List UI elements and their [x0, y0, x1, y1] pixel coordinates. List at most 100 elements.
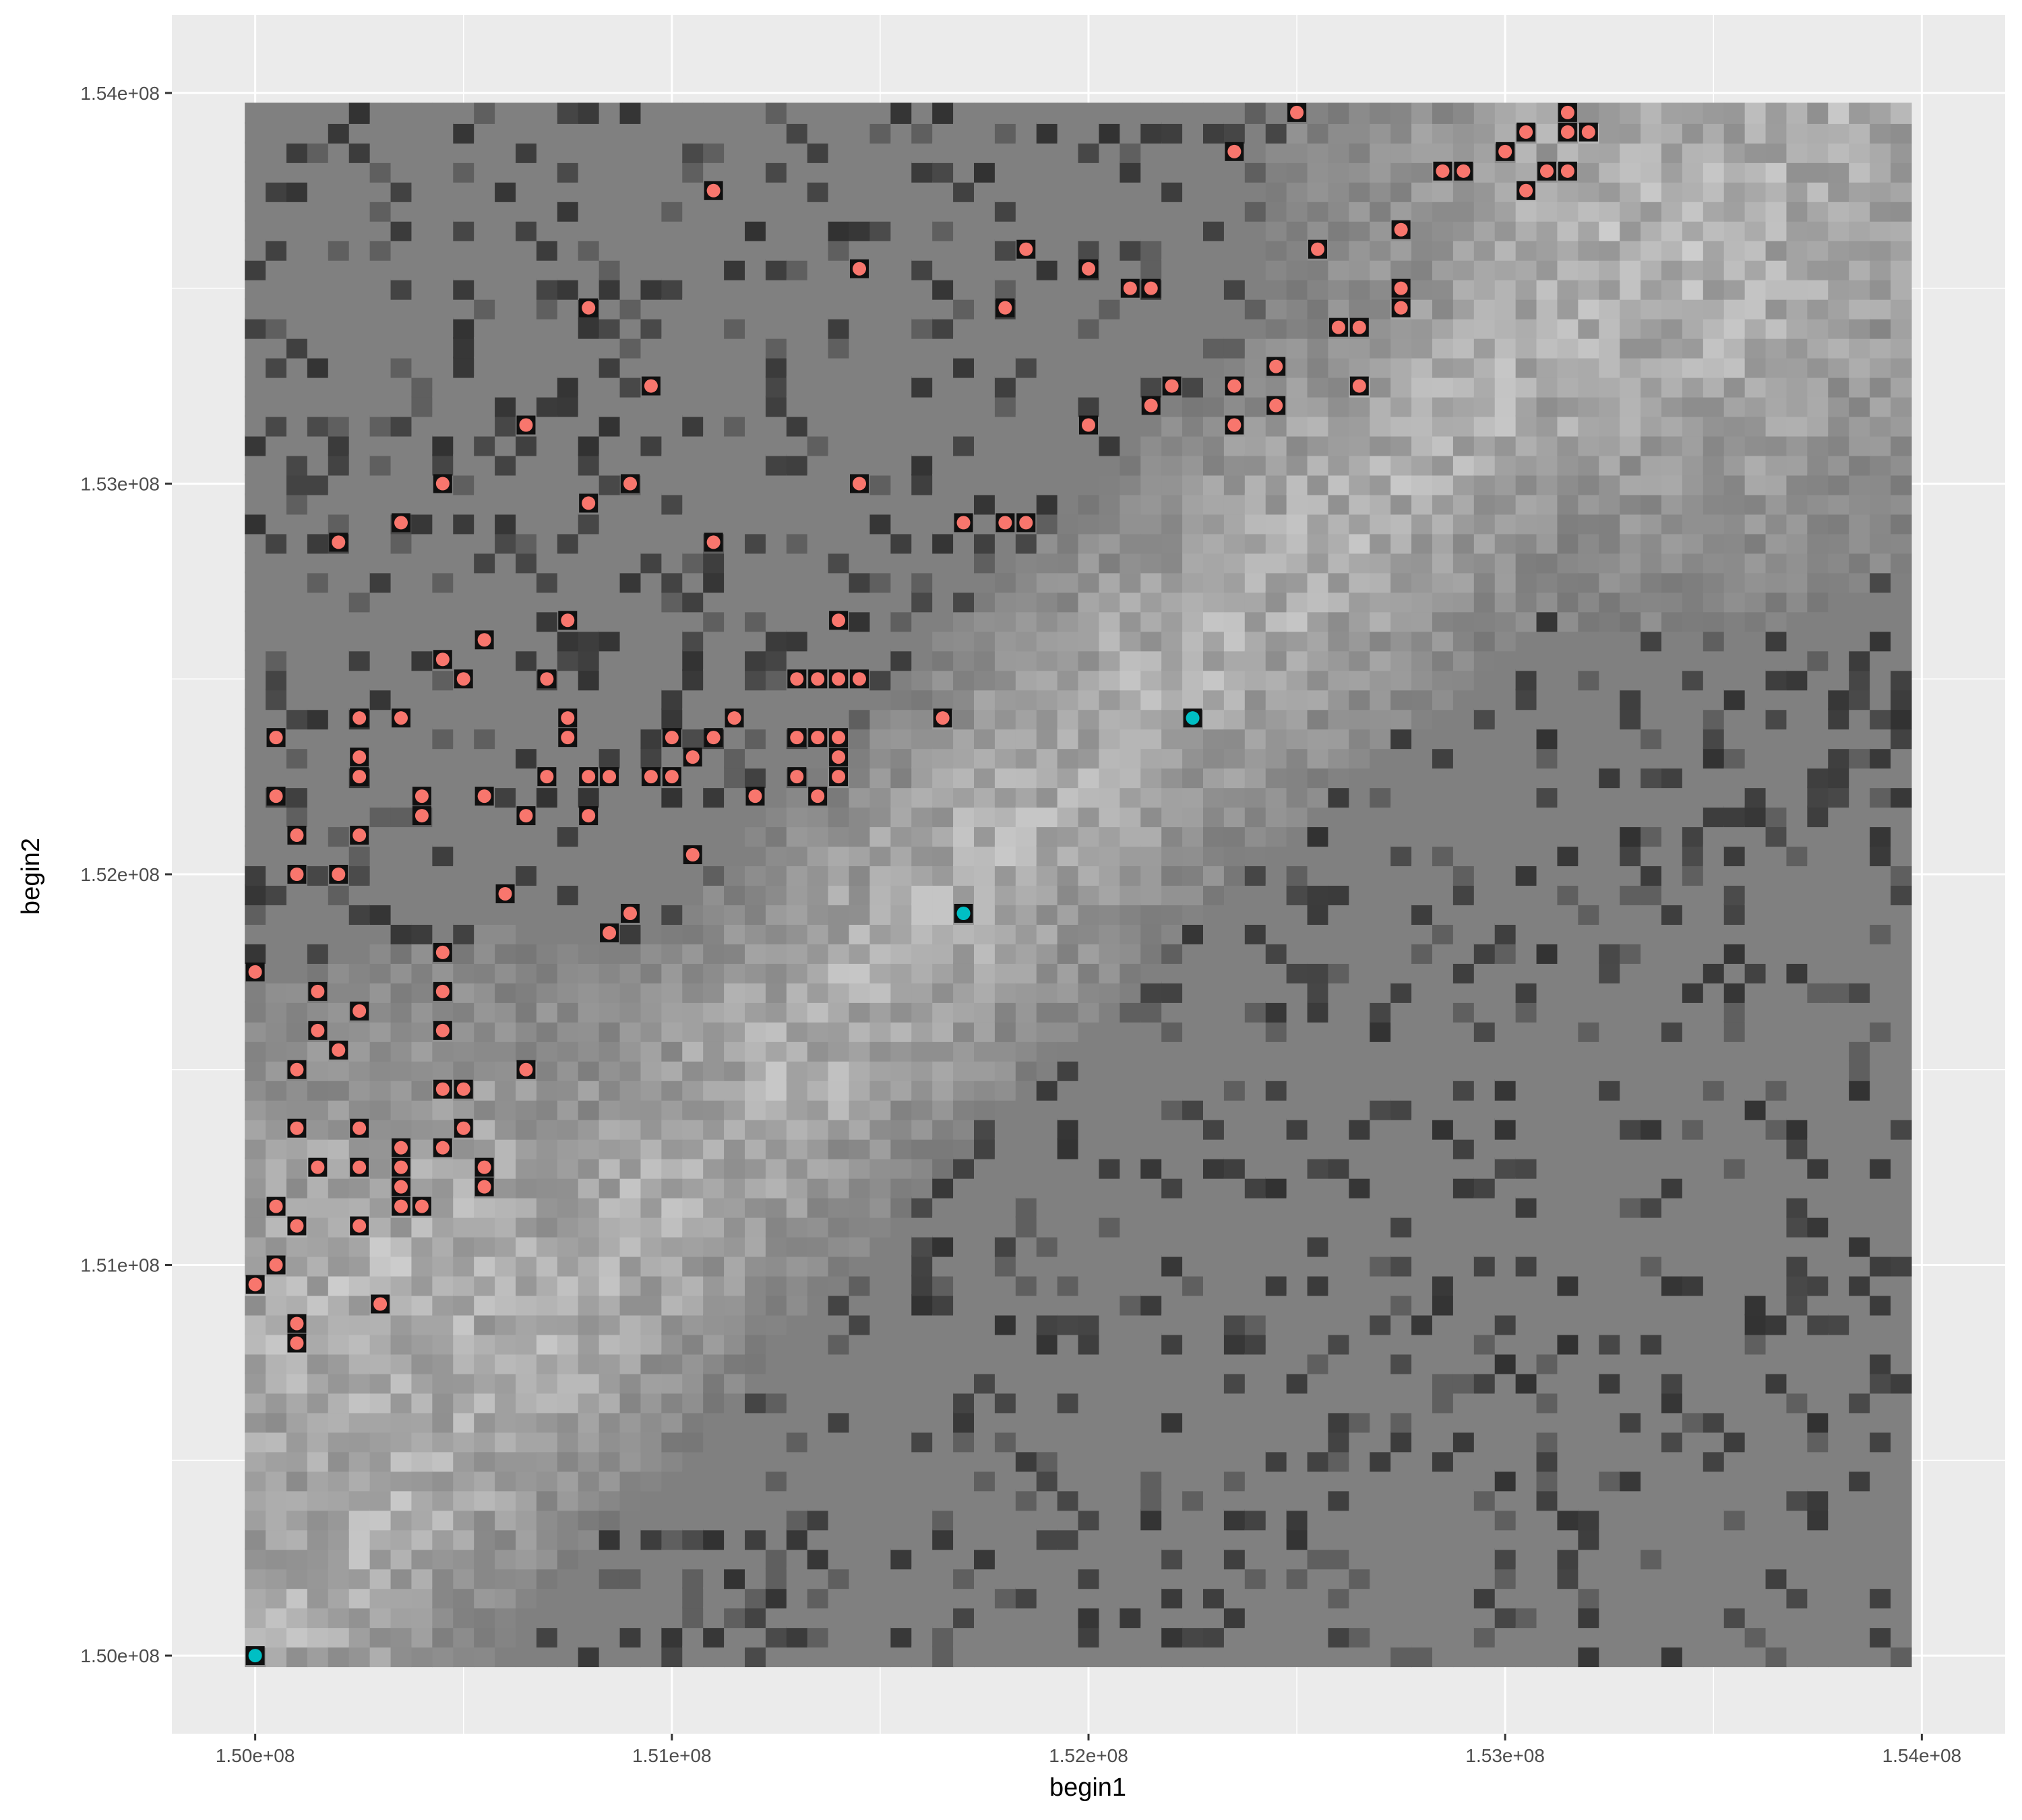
- heatmap-tile: [557, 512, 579, 535]
- heatmap-tile: [599, 1528, 621, 1550]
- heatmap-tile: [1036, 962, 1058, 983]
- heatmap-tile: [1307, 298, 1329, 320]
- heatmap-tile: [640, 1645, 662, 1668]
- heatmap-tile: [640, 337, 662, 359]
- heatmap-tile: [1265, 512, 1287, 535]
- heatmap-tile: [1536, 1489, 1558, 1511]
- heatmap-tile: [828, 337, 850, 359]
- heatmap-tile: [1452, 278, 1475, 300]
- heatmap-tile: [661, 630, 683, 652]
- heatmap-tile: [1099, 1236, 1120, 1257]
- heatmap-tile: [1307, 1294, 1329, 1316]
- heatmap-tile: [1494, 415, 1516, 437]
- heatmap-tile: [1099, 1430, 1120, 1453]
- heatmap-tile: [1515, 161, 1537, 183]
- heatmap-tile: [1099, 142, 1120, 163]
- heatmap-tile: [1244, 962, 1266, 983]
- heatmap-tile: [390, 1236, 412, 1257]
- heatmap-tile: [1328, 1060, 1349, 1081]
- heatmap-tile: [266, 1469, 287, 1492]
- heatmap-tile: [640, 435, 662, 456]
- heatmap-tile: [807, 259, 829, 280]
- heatmap-tile: [1349, 669, 1370, 691]
- heatmap-tile: [807, 1528, 829, 1550]
- heatmap-tile: [1057, 1216, 1079, 1238]
- heatmap-tile: [1452, 1313, 1475, 1335]
- heatmap-tile: [849, 590, 871, 613]
- heatmap-tile: [640, 708, 662, 730]
- heatmap-tile: [1515, 1275, 1537, 1296]
- heatmap-tile: [557, 884, 579, 905]
- heatmap-tile: [557, 1587, 579, 1609]
- heatmap-tile: [495, 317, 516, 339]
- heatmap-tile: [1473, 1509, 1496, 1531]
- heatmap-tile: [266, 1001, 287, 1023]
- heatmap-tile: [1473, 864, 1496, 886]
- heatmap-tile: [1223, 102, 1246, 124]
- heatmap-tile: [703, 337, 725, 359]
- heatmap-tile: [245, 1021, 266, 1042]
- heatmap-tile: [745, 376, 766, 398]
- heatmap-tile: [1036, 981, 1058, 1003]
- heatmap-tile: [1286, 1548, 1308, 1570]
- heatmap-tile: [1494, 200, 1516, 222]
- heatmap-tile: [619, 396, 642, 417]
- heatmap-tile: [974, 1606, 995, 1629]
- heatmap-tile: [1223, 1079, 1246, 1101]
- heatmap-tile: [516, 512, 537, 535]
- heatmap-tile: [516, 532, 537, 554]
- heatmap-tile: [640, 493, 662, 515]
- heatmap-tile: [661, 1196, 683, 1218]
- heatmap-tile: [266, 1528, 287, 1550]
- heatmap-tile: [390, 376, 412, 398]
- heatmap-tile: [911, 239, 933, 261]
- heatmap-tile: [1370, 669, 1391, 691]
- heatmap-tile: [1286, 239, 1308, 261]
- heatmap-tile: [765, 1489, 787, 1511]
- heatmap-tile: [974, 962, 995, 983]
- heatmap-tile: [1036, 942, 1058, 964]
- heatmap-tile: [516, 142, 537, 163]
- heatmap-tile: [994, 1216, 1016, 1238]
- heatmap-tile: [411, 122, 433, 144]
- heatmap-tile: [619, 864, 642, 886]
- heatmap-tile: [640, 532, 662, 554]
- heatmap-tile: [1036, 142, 1058, 163]
- heatmap-tile: [1286, 1645, 1308, 1668]
- heatmap-tile: [1452, 122, 1475, 144]
- heatmap-tile: [994, 923, 1016, 944]
- heatmap-tile: [849, 220, 871, 241]
- heatmap-tile: [682, 1411, 704, 1433]
- heatmap-tile: [411, 161, 433, 183]
- heatmap-tile: [807, 962, 829, 983]
- heatmap-tile: [953, 1079, 975, 1101]
- heatmap-tile: [411, 415, 433, 437]
- heatmap-tile: [453, 357, 474, 378]
- heatmap-tile: [1015, 1626, 1037, 1648]
- heatmap-tile: [1411, 1157, 1433, 1179]
- heatmap-tile: [1432, 317, 1454, 339]
- heatmap-tile: [495, 200, 516, 222]
- heatmap-tile: [890, 845, 912, 867]
- heatmap-tile: [1182, 493, 1204, 515]
- heatmap-tile: [1349, 278, 1370, 300]
- heatmap-tile: [474, 1236, 495, 1257]
- heatmap-tile: [1390, 1040, 1412, 1062]
- heatmap-tile: [1328, 1626, 1349, 1648]
- heatmap-tile: [1328, 1567, 1349, 1589]
- heatmap-tile: [411, 435, 433, 456]
- heatmap-tile: [640, 1469, 662, 1492]
- heatmap-tile: [1078, 669, 1100, 691]
- heatmap-tile: [1015, 1587, 1037, 1609]
- heatmap-tile: [849, 337, 871, 359]
- heatmap-tile: [1057, 1157, 1079, 1179]
- heatmap-tile: [765, 590, 787, 613]
- heatmap-tile: [1015, 473, 1037, 495]
- heatmap-tile: [994, 435, 1016, 456]
- heatmap-tile: [1244, 688, 1266, 710]
- heatmap-tile: [1452, 884, 1475, 905]
- heatmap-tile: [1515, 1567, 1537, 1589]
- heatmap-tile: [724, 903, 745, 925]
- heatmap-tile: [703, 884, 725, 905]
- heatmap-tile: [536, 649, 558, 671]
